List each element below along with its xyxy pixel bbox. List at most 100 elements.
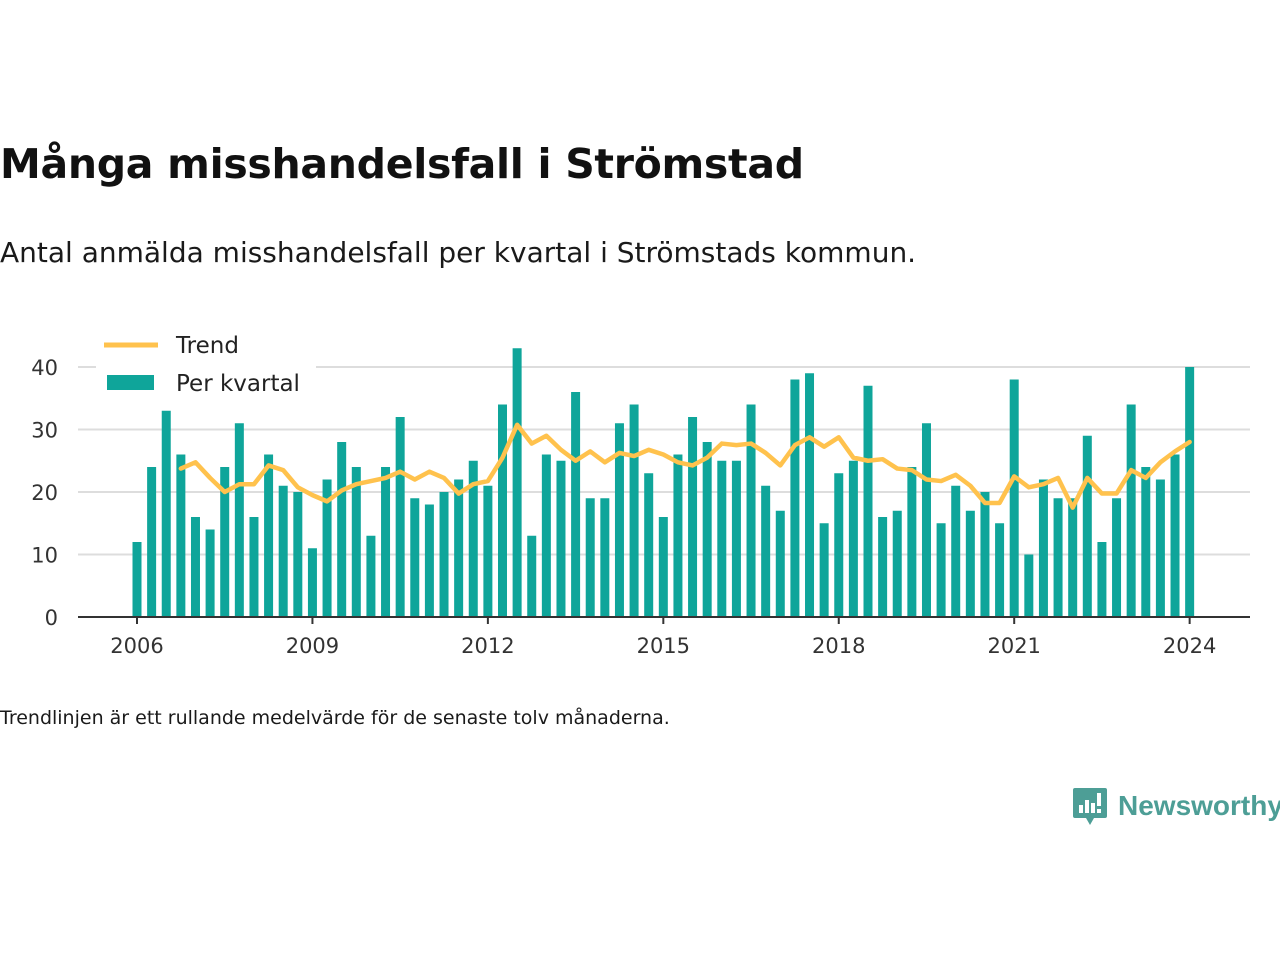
bar[interactable]: 2020 Q3: 20	[980, 492, 990, 617]
bar[interactable]: 2006 Q3: 33	[161, 410, 171, 617]
bar[interactable]: 2014 Q3: 34	[629, 404, 639, 618]
bar[interactable]: 2020 Q4: 15	[995, 523, 1005, 617]
bar[interactable]: 2008 Q4: 20	[293, 492, 303, 617]
brand-name: Newsworthy	[1118, 790, 1280, 821]
x-tick-label: 2012	[461, 634, 514, 658]
legend-swatch-bars	[107, 375, 154, 390]
bar[interactable]: 2013 Q1: 26	[541, 454, 551, 618]
bar[interactable]: 2016 Q1: 25	[717, 460, 727, 617]
bar[interactable]: 2018 Q3: 37	[863, 385, 873, 617]
bar[interactable]: 2006 Q4: 26	[176, 454, 186, 618]
x-tick-label: 2006	[110, 634, 163, 658]
y-tick-label: 10	[31, 544, 58, 568]
newsworthy-logo-icon	[1073, 788, 1107, 825]
bar[interactable]: 2008 Q1: 16	[249, 517, 259, 617]
trend-line[interactable]	[178, 422, 1192, 510]
bar[interactable]: 2016 Q4: 21	[761, 485, 771, 617]
bar[interactable]: 2019 Q3: 31	[921, 423, 931, 617]
y-tick-labels: 0 10 20 30 40	[31, 356, 58, 630]
legend-label-trend: Trend	[175, 333, 239, 359]
bar[interactable]: 2015 Q3: 32	[688, 417, 698, 617]
bar[interactable]: 2024 Q1: 40	[1185, 367, 1195, 617]
newsworthy-logo[interactable]: Newsworthy	[1072, 784, 1280, 828]
bar[interactable]: 2021 Q3: 22	[1038, 479, 1048, 618]
bar-line-chart: 0 10 20 30 40 2006 Q1: 12 2006 Q2: 24 2006 Q3:…	[31, 326, 1250, 658]
x-tick-label: 2015	[637, 634, 690, 658]
bar[interactable]: 2006 Q1: 12	[132, 542, 142, 617]
bar[interactable]: 2007 Q2: 14	[205, 529, 215, 618]
bar[interactable]: 2019 Q4: 15	[936, 523, 946, 617]
chart-title: Många misshandelsfall i Strömstad	[0, 140, 804, 188]
bar[interactable]: 2023 Q1: 34	[1126, 404, 1136, 618]
y-tick-label: 0	[45, 606, 58, 630]
bar[interactable]: 2023 Q4: 26	[1170, 454, 1180, 618]
bar[interactable]: 2022 Q3: 12	[1097, 542, 1107, 617]
bar[interactable]: 2007 Q4: 31	[234, 423, 244, 617]
bar[interactable]: 2017 Q2: 38	[790, 379, 800, 618]
y-tick-label: 30	[31, 419, 58, 443]
bar[interactable]: 2015 Q2: 26	[673, 454, 683, 618]
bar[interactable]: 2010 Q2: 24	[381, 467, 391, 617]
bar[interactable]: 2009 Q3: 28	[337, 442, 347, 617]
chart-subtitle: Antal anmälda misshandelsfall per kvarta…	[0, 236, 917, 269]
bars: 2006 Q1: 12 2006 Q2: 24 2006 Q3: 33 2006 Q4…	[132, 348, 1195, 618]
bar[interactable]: 2022 Q1: 19	[1068, 498, 1078, 617]
bar[interactable]: 2016 Q2: 25	[731, 460, 741, 617]
y-tick-label: 40	[31, 356, 58, 380]
bar[interactable]: 2014 Q4: 23	[644, 473, 654, 617]
legend-background	[96, 326, 316, 408]
bar[interactable]: 2009 Q1: 11	[307, 548, 317, 617]
bar[interactable]: 2020 Q2: 17	[965, 510, 975, 617]
bar[interactable]: 2014 Q2: 31	[614, 423, 624, 617]
x-tick-label: 2021	[987, 634, 1040, 658]
bar[interactable]: 2013 Q4: 19	[585, 498, 595, 617]
bar[interactable]: 2011 Q4: 25	[468, 460, 478, 617]
bar[interactable]: 2017 Q1: 17	[775, 510, 785, 617]
bar[interactable]: 2013 Q2: 25	[556, 460, 566, 617]
bar[interactable]: 2016 Q3: 34	[746, 404, 756, 618]
bar[interactable]: 2011 Q2: 20	[439, 492, 449, 617]
bar[interactable]: 2023 Q3: 22	[1155, 479, 1165, 618]
bar[interactable]: 2021 Q2: 10	[1024, 554, 1034, 618]
bar[interactable]: 2022 Q4: 19	[1112, 498, 1122, 617]
bar[interactable]: 2014 Q1: 19	[600, 498, 610, 617]
x-tick-label: 2009	[286, 634, 339, 658]
bar[interactable]: 2008 Q2: 26	[264, 454, 274, 618]
bar[interactable]: 2012 Q2: 34	[498, 404, 507, 618]
bar[interactable]: 2017 Q4: 15	[819, 523, 829, 617]
bar[interactable]: 2010 Q3: 32	[395, 417, 405, 617]
bar[interactable]: 2018 Q4: 16	[878, 517, 888, 617]
bar[interactable]: 2009 Q4: 24	[351, 467, 361, 617]
bar[interactable]: 2012 Q4: 13	[527, 535, 537, 617]
x-tick-label: 2018	[812, 634, 865, 658]
bar[interactable]: 2012 Q1: 21	[483, 485, 493, 617]
bar[interactable]: 2019 Q2: 24	[907, 467, 917, 617]
bar[interactable]: 2015 Q4: 28	[702, 442, 712, 617]
bar[interactable]: 2013 Q3: 36	[571, 392, 581, 617]
bar[interactable]: 2009 Q2: 22	[322, 479, 332, 618]
bar[interactable]: 2021 Q1: 38	[1009, 379, 1019, 618]
bar[interactable]: 2007 Q3: 24	[220, 467, 230, 617]
bar[interactable]: 2010 Q1: 13	[366, 535, 376, 617]
x-tick-label: 2024	[1163, 634, 1216, 658]
bar[interactable]: 2007 Q1: 16	[190, 517, 200, 617]
bar[interactable]: 2022 Q2: 29	[1082, 435, 1092, 617]
bar[interactable]: 2020 Q1: 21	[951, 485, 961, 617]
footnote: Trendlinjen är ett rullande medelvärde f…	[0, 707, 670, 729]
bar[interactable]: 2010 Q4: 19	[410, 498, 420, 617]
trend-layer	[178, 422, 1192, 510]
y-tick-label: 20	[31, 481, 58, 505]
bar[interactable]: 2017 Q3: 39	[805, 373, 815, 617]
bar[interactable]: 2021 Q4: 19	[1053, 498, 1063, 617]
bar[interactable]: 2008 Q3: 21	[278, 485, 288, 617]
bar[interactable]: 2011 Q3: 22	[454, 479, 464, 618]
bar[interactable]: 2012 Q3: 43	[512, 348, 522, 617]
bar[interactable]: 2011 Q1: 18	[424, 504, 434, 618]
x-axis: 2006 2009 2012 2015 2018 2021 2024	[78, 616, 1250, 658]
bar[interactable]: 2019 Q1: 17	[892, 510, 902, 617]
bar[interactable]: 2018 Q2: 25	[848, 460, 858, 617]
bar[interactable]: 2018 Q1: 23	[834, 473, 844, 617]
bar[interactable]: 2006 Q2: 24	[147, 467, 157, 617]
bar[interactable]: 2015 Q1: 16	[658, 517, 668, 617]
bar[interactable]: 2023 Q2: 24	[1141, 467, 1151, 617]
